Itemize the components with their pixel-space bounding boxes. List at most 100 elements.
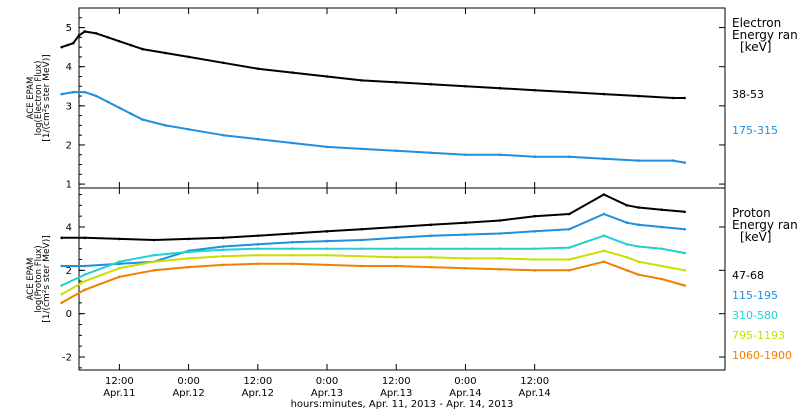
series-line-38-53 [61, 30, 685, 99]
data-point [533, 247, 536, 250]
data-point [291, 247, 294, 250]
data-point [187, 250, 190, 254]
data-point [291, 71, 294, 74]
x-tick-label-date: Apr.14 [519, 388, 551, 399]
data-point [602, 157, 606, 160]
data-point [60, 45, 63, 49]
data-point [256, 137, 260, 141]
plot-frame-proton [78, 187, 726, 371]
data-point [683, 251, 686, 255]
data-point [625, 204, 629, 207]
data-point [464, 221, 467, 224]
data-point [256, 253, 260, 257]
y-tick-label: 1 [66, 180, 72, 191]
y-axis-label-line: [1/(cm²s ster MeV)] [42, 54, 52, 141]
data-point [221, 133, 225, 137]
data-point [567, 246, 571, 249]
data-point [567, 269, 571, 272]
data-point [429, 234, 433, 237]
y-axis-label-line: ACE EPAM [26, 77, 36, 120]
data-point [637, 159, 640, 162]
series-line-1060-1900 [61, 260, 685, 304]
data-point [83, 90, 87, 94]
data-point [325, 145, 329, 149]
legend-title-line: Energy ran [732, 28, 798, 42]
data-point [60, 236, 63, 240]
data-point [118, 262, 121, 266]
data-point [83, 264, 87, 268]
x-tick-label-date: Apr.12 [242, 388, 274, 399]
data-point [464, 257, 467, 260]
data-point [602, 92, 606, 96]
data-point [256, 234, 260, 237]
data-point [118, 260, 121, 263]
data-point [637, 260, 640, 263]
data-point [83, 288, 87, 292]
y-tick-label: 2 [66, 266, 72, 277]
data-point [625, 221, 629, 224]
data-point [187, 237, 190, 241]
data-point [498, 219, 502, 222]
data-point [498, 247, 502, 250]
data-point [429, 256, 433, 259]
x-tick-label-time: 0:00 [316, 376, 338, 387]
x-tick-label-date: Apr.11 [103, 388, 135, 399]
data-point [66, 43, 69, 47]
data-point [464, 233, 467, 236]
data-point [360, 238, 363, 242]
data-point [394, 264, 398, 268]
data-point [533, 230, 536, 233]
legend-title-line: Energy ran [732, 218, 798, 232]
legend-entry: 47-68 [732, 269, 764, 282]
y-tick-label: 2 [66, 140, 72, 151]
y-axis-label-line: ACE EPAM [26, 258, 36, 301]
data-point [221, 263, 225, 267]
x-tick-label-time: 12:00 [243, 376, 272, 387]
data-point [256, 247, 260, 250]
data-point [325, 263, 329, 267]
data-point [256, 67, 260, 70]
y-axis-label-line: log(Electron Flux) [34, 61, 44, 136]
data-point [429, 223, 433, 227]
data-point [498, 257, 502, 260]
data-point [106, 36, 110, 39]
data-point [625, 256, 629, 259]
data-point [360, 254, 363, 258]
legend-entry: 38-53 [732, 88, 764, 101]
legend-entry: 795-1193 [732, 329, 785, 342]
y-tick-label: 5 [66, 23, 72, 34]
data-point [498, 153, 502, 157]
data-point [60, 301, 63, 305]
data-point [602, 193, 606, 196]
legend-title-line: Proton [732, 206, 771, 220]
data-point [602, 212, 606, 216]
data-point [60, 292, 63, 296]
data-point [164, 51, 167, 55]
data-point [429, 247, 433, 250]
data-point [683, 227, 686, 231]
data-point [118, 266, 121, 270]
data-point [567, 258, 571, 261]
data-point [71, 90, 75, 94]
data-point [637, 223, 640, 227]
data-point [60, 264, 63, 268]
data-point [60, 92, 63, 96]
data-point [83, 236, 87, 240]
data-point [95, 94, 98, 98]
data-point [164, 124, 167, 127]
data-point [325, 247, 329, 250]
data-point [152, 238, 156, 242]
data-point [683, 269, 686, 272]
data-point [152, 260, 156, 263]
data-point [118, 106, 121, 110]
data-point [325, 230, 329, 233]
data-point [429, 151, 433, 155]
data-point [660, 208, 663, 211]
data-point [683, 284, 686, 287]
data-point [429, 83, 433, 86]
data-point [325, 253, 329, 257]
y-tick-label: 3 [66, 101, 72, 112]
data-point [141, 118, 144, 121]
y-tick-label: 4 [66, 223, 72, 234]
